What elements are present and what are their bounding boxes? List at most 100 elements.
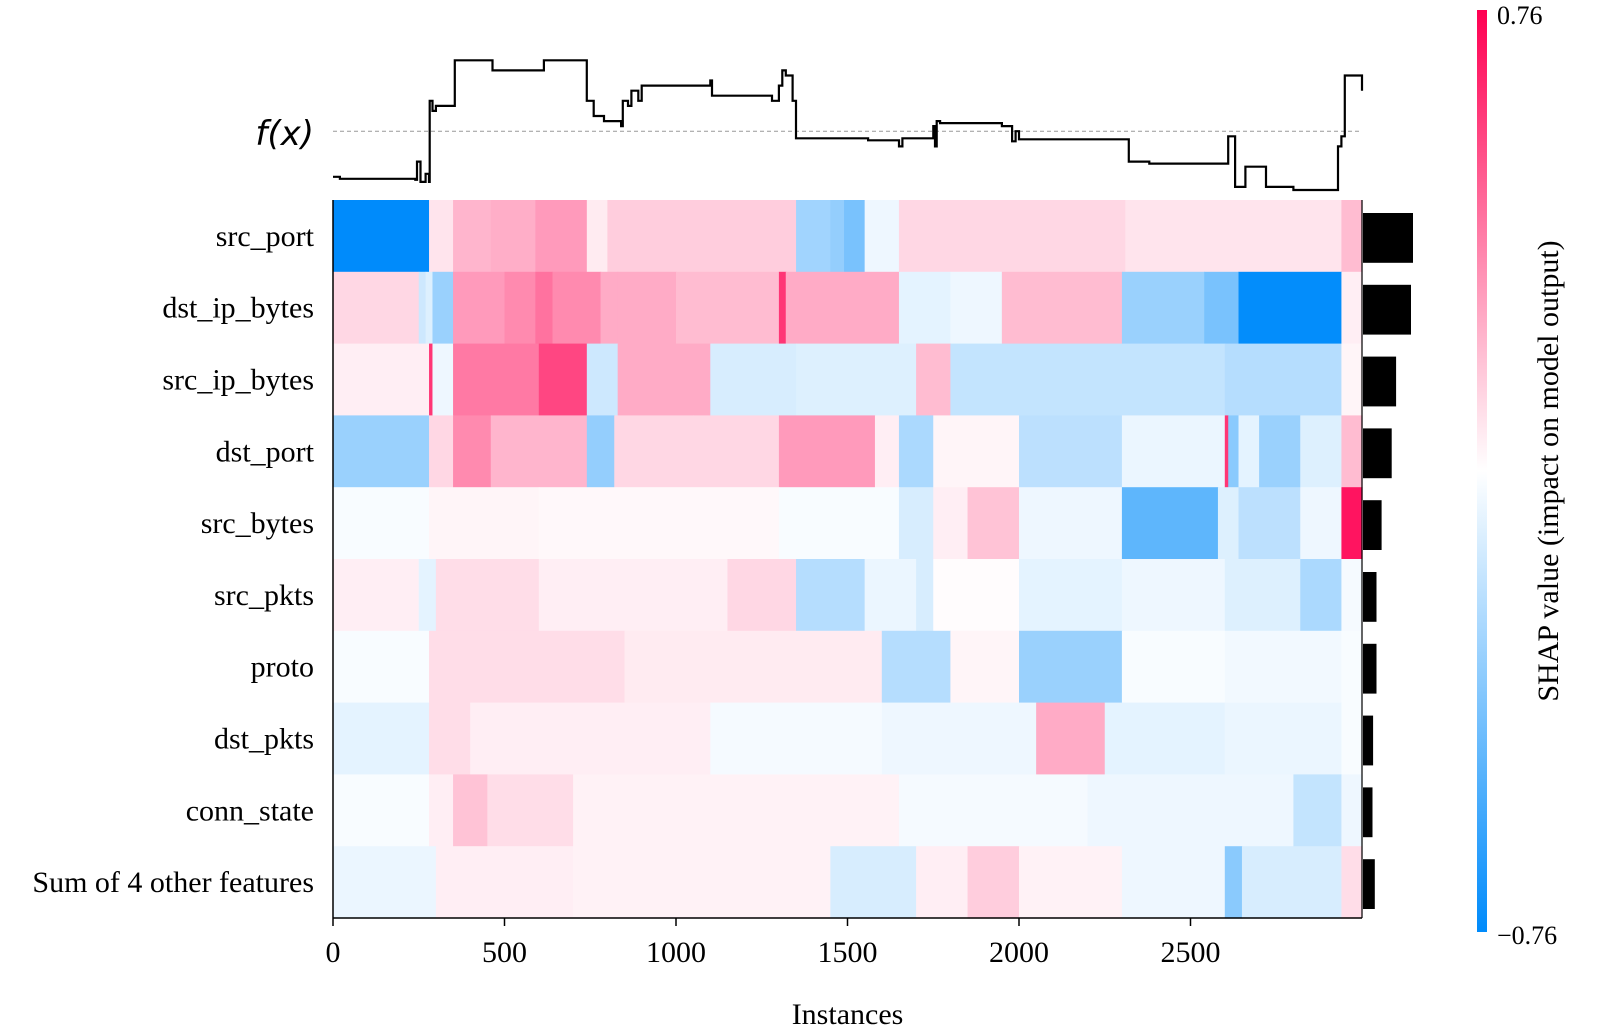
heatmap-cell	[785, 271, 900, 345]
heatmap-cell	[1341, 487, 1363, 560]
heatmap-cell	[1238, 487, 1301, 560]
heatmap-cell	[418, 271, 427, 345]
heatmap-cell	[624, 630, 883, 704]
heatmap-cell	[1121, 559, 1226, 632]
heatmap-cell	[429, 630, 626, 704]
heatmap-cell	[333, 702, 430, 775]
heatmap-cell	[1224, 846, 1243, 919]
heatmap-cell	[425, 271, 434, 345]
heatmap-cell	[1300, 559, 1343, 632]
heatmap-cell	[693, 415, 780, 488]
heatmap-cell	[1121, 415, 1226, 488]
heatmap-cell	[1125, 200, 1343, 273]
heatmap-cell	[617, 343, 711, 416]
heatmap-cell	[453, 774, 488, 847]
heatmap-cell	[1121, 630, 1226, 704]
heatmap-cell	[1341, 774, 1363, 847]
heatmap-cell	[1341, 630, 1363, 704]
feature-label: dst_ip_bytes	[162, 292, 314, 325]
importance-bar	[1363, 715, 1374, 766]
heatmap-cell	[1259, 415, 1301, 488]
colorbar-max-label: 0.76	[1497, 1, 1543, 30]
heatmap-cell	[1217, 487, 1240, 560]
heatmap-cell	[864, 200, 900, 273]
heatmap-cell	[916, 559, 934, 632]
heatmap-cell	[1241, 846, 1343, 919]
heatmap-cell	[1104, 702, 1226, 775]
heatmap-cell	[1019, 630, 1123, 704]
heatmap-cell	[898, 200, 1126, 273]
fx-panel: f(x)	[255, 59, 1364, 192]
heatmap-cell	[933, 487, 969, 560]
x-tick-label: 1500	[818, 936, 878, 969]
heatmap-cell	[573, 774, 900, 847]
heatmap-cell	[933, 415, 1020, 488]
heatmap-cell	[453, 271, 506, 345]
heatmap-cell	[490, 200, 536, 273]
feature-label: proto	[251, 651, 314, 684]
heatmap-cell	[727, 559, 797, 632]
heatmap-cell	[1341, 343, 1363, 416]
heatmap-cell	[333, 343, 430, 416]
heatmap-cell	[1019, 487, 1123, 560]
heatmap-cell	[429, 774, 454, 847]
importance-bar	[1363, 356, 1397, 407]
heatmap-cell	[429, 487, 540, 560]
heatmap-cell	[1087, 774, 1294, 847]
x-tick-label: 0	[326, 936, 341, 969]
heatmap-cell	[1341, 415, 1363, 488]
heatmap-cell	[333, 487, 430, 560]
colorbar-min-label: −0.76	[1497, 921, 1557, 950]
heatmap-cell	[333, 200, 430, 273]
heatmap-cell	[1036, 702, 1106, 775]
heatmap-cell	[1341, 559, 1363, 632]
heatmap-cell	[333, 559, 420, 632]
heatmap-cell	[898, 415, 934, 488]
importance-bar	[1363, 428, 1392, 479]
feature-label: dst_pkts	[214, 723, 314, 756]
feature-label: dst_port	[216, 435, 315, 468]
heatmap-cell	[967, 846, 1020, 919]
importance-bar	[1363, 643, 1377, 694]
heatmap-cell	[898, 487, 934, 560]
heatmap-cell	[778, 271, 787, 345]
heatmap-cell	[538, 559, 729, 632]
importance-bar	[1363, 213, 1413, 263]
heatmap-cell	[1341, 200, 1363, 273]
heatmap-cell	[1019, 415, 1123, 488]
heatmap-cell	[429, 415, 454, 488]
heatmap-cell	[1293, 774, 1343, 847]
feature-labels: src_port dst_ip_bytes src_ip_bytes dst_port…	[32, 220, 314, 899]
heatmap-cell	[874, 415, 900, 488]
colorbar: 0.76 −0.76 SHAP value (impact on model out…	[1477, 1, 1565, 950]
heatmap-cell	[333, 271, 420, 345]
heatmap-cell	[933, 559, 1020, 632]
heatmap-cell	[1228, 415, 1240, 488]
heatmap-cell	[586, 200, 608, 273]
heatmap-cell	[1341, 271, 1363, 345]
fx-line	[333, 59, 1364, 192]
heatmap-cell	[1121, 846, 1226, 919]
heatmap-cell	[535, 200, 588, 273]
heatmap-cell	[614, 415, 694, 488]
heatmap-cell	[429, 200, 454, 273]
feature-label: conn_state	[186, 794, 314, 827]
heatmap-cell	[470, 702, 540, 775]
x-tick-label: 500	[482, 936, 527, 969]
importance-bar	[1363, 787, 1373, 838]
heatmap-cell	[898, 774, 1089, 847]
heatmap-cell	[538, 343, 588, 416]
heatmap-cell	[796, 343, 917, 416]
feature-label: src_bytes	[201, 507, 314, 540]
heatmap-cell	[586, 343, 619, 416]
heatmap-cell	[1238, 415, 1260, 488]
heatmap-cell	[1238, 271, 1343, 345]
heatmap-cell	[333, 774, 430, 847]
heatmap-cell	[1341, 702, 1363, 775]
heatmap-cell	[710, 343, 797, 416]
heatmap-cell	[830, 200, 845, 273]
heatmap-cell	[333, 846, 437, 919]
heatmap-cell	[432, 271, 454, 345]
heatmap-cell	[435, 559, 540, 632]
